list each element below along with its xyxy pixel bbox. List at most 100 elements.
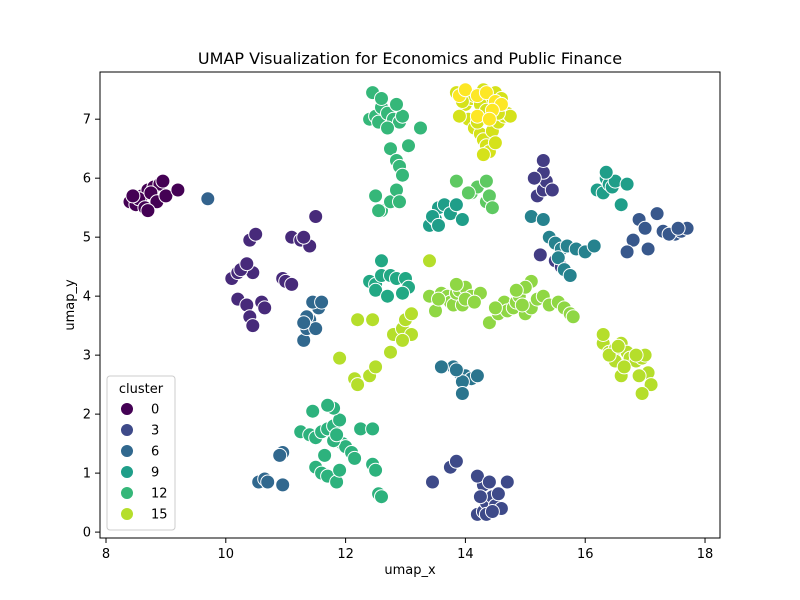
data-point-cluster-14 <box>481 315 497 331</box>
legend-marker <box>120 423 134 437</box>
data-point-cluster-2 <box>535 153 551 168</box>
y-tick-label: 7 <box>83 113 91 128</box>
data-point-cluster-1 <box>284 276 300 292</box>
data-point-cluster-6 <box>260 474 276 490</box>
y-tick-label: 3 <box>83 349 91 364</box>
y-tick-label: 1 <box>83 467 91 482</box>
data-point-cluster-1 <box>308 209 324 224</box>
data-point-cluster-15 <box>616 359 632 375</box>
data-point-cluster-8 <box>586 238 602 254</box>
y-tick-label: 2 <box>83 408 91 423</box>
y-tick-label: 5 <box>83 231 91 246</box>
data-point-cluster-16 <box>451 108 467 124</box>
data-point-cluster-3 <box>472 489 488 505</box>
data-point-cluster-1 <box>257 300 273 316</box>
data-point-cluster-12 <box>413 120 428 136</box>
data-point-cluster-11 <box>320 397 336 413</box>
legend-title: cluster <box>119 382 164 397</box>
data-point-cluster-15 <box>643 377 659 393</box>
data-point-cluster-7 <box>454 386 470 401</box>
data-point-cluster-14 <box>487 300 503 316</box>
data-point-cluster-3 <box>425 474 440 490</box>
chart-title: UMAP Visualization for Economics and Pub… <box>198 49 622 68</box>
data-point-cluster-15 <box>628 347 644 363</box>
data-point-cluster-11 <box>305 403 321 419</box>
data-point-cluster-3 <box>448 453 464 469</box>
points-layer <box>122 82 695 522</box>
data-point-cluster-3 <box>499 474 515 490</box>
data-point-cluster-15 <box>601 347 617 363</box>
data-point-cluster-6 <box>272 447 288 463</box>
data-point-cluster-11 <box>329 427 345 443</box>
data-point-cluster-4 <box>649 206 665 222</box>
data-point-cluster-15 <box>404 306 419 322</box>
data-point-cluster-14 <box>431 291 446 307</box>
data-point-cluster-15 <box>332 350 348 366</box>
legend: cluster 0 3 6 9 12 15 <box>106 375 176 531</box>
data-point-cluster-13 <box>460 185 476 201</box>
legend-entries: 0 3 6 9 12 15 <box>120 402 168 523</box>
data-point-cluster-2 <box>544 182 560 198</box>
data-point-cluster-13 <box>484 200 500 216</box>
data-point-cluster-8 <box>550 250 566 266</box>
data-point-cluster-11 <box>317 447 333 463</box>
legend-label: 12 <box>151 487 168 502</box>
data-point-cluster-10 <box>395 285 410 301</box>
data-point-cluster-17 <box>481 111 497 127</box>
data-point-cluster-8 <box>535 212 551 227</box>
data-point-cluster-16 <box>487 135 503 151</box>
legend-label: 15 <box>151 508 168 523</box>
data-point-cluster-1 <box>245 318 261 334</box>
data-point-cluster-10 <box>374 253 389 269</box>
legend-marker <box>120 444 134 458</box>
data-point-cluster-3 <box>490 486 506 502</box>
data-point-cluster-12 <box>401 138 416 154</box>
data-point-cluster-13 <box>448 173 464 189</box>
data-point-cluster-12 <box>371 203 387 219</box>
data-point-cluster-7 <box>433 359 449 375</box>
x-tick-label: 14 <box>457 547 474 562</box>
data-point-cluster-15 <box>631 368 647 384</box>
x-axis-ticks: 8 10 12 14 16 18 <box>102 538 713 562</box>
data-point-cluster-4 <box>637 220 653 236</box>
legend-label: 0 <box>151 403 159 418</box>
legend-label: 9 <box>151 466 159 481</box>
data-point-cluster-1 <box>239 256 255 272</box>
data-point-cluster-4 <box>640 241 656 257</box>
data-point-cluster-12 <box>395 167 410 183</box>
data-point-cluster-14 <box>448 276 464 292</box>
data-point-cluster-9 <box>454 212 470 227</box>
data-point-cluster-14 <box>508 282 524 298</box>
x-tick-label: 12 <box>337 547 354 562</box>
data-point-cluster-5 <box>200 191 216 207</box>
y-tick-label: 0 <box>83 526 91 541</box>
legend-marker <box>120 486 134 500</box>
data-point-cluster-7 <box>469 368 485 384</box>
data-point-cluster-10 <box>368 282 384 298</box>
data-point-cluster-4 <box>625 232 641 248</box>
data-point-cluster-6 <box>275 477 291 493</box>
data-point-cluster-14 <box>466 294 482 310</box>
data-point-cluster-7 <box>448 362 464 378</box>
data-point-cluster-16 <box>475 147 491 163</box>
x-tick-label: 18 <box>697 547 714 562</box>
data-point-cluster-15 <box>595 327 611 342</box>
data-point-cluster-4 <box>670 220 686 236</box>
data-point-cluster-14 <box>565 309 581 325</box>
data-point-cluster-15 <box>350 377 366 393</box>
data-point-cluster-15 <box>634 386 650 401</box>
data-point-cluster-11 <box>347 450 363 466</box>
legend-label: 6 <box>151 445 159 460</box>
data-point-cluster-9 <box>613 197 629 213</box>
data-point-cluster-12 <box>380 120 395 136</box>
y-axis-label: umap_y <box>63 279 78 331</box>
data-point-cluster-0 <box>155 173 171 189</box>
x-tick-label: 8 <box>102 547 110 562</box>
data-point-cluster-15 <box>365 312 381 328</box>
data-point-cluster-12 <box>392 194 407 210</box>
data-point-cluster-9 <box>448 197 464 213</box>
data-point-cluster-6 <box>308 321 324 337</box>
y-axis-ticks: 0 1 2 3 4 5 6 7 <box>83 113 100 541</box>
data-point-cluster-2 <box>526 170 542 186</box>
